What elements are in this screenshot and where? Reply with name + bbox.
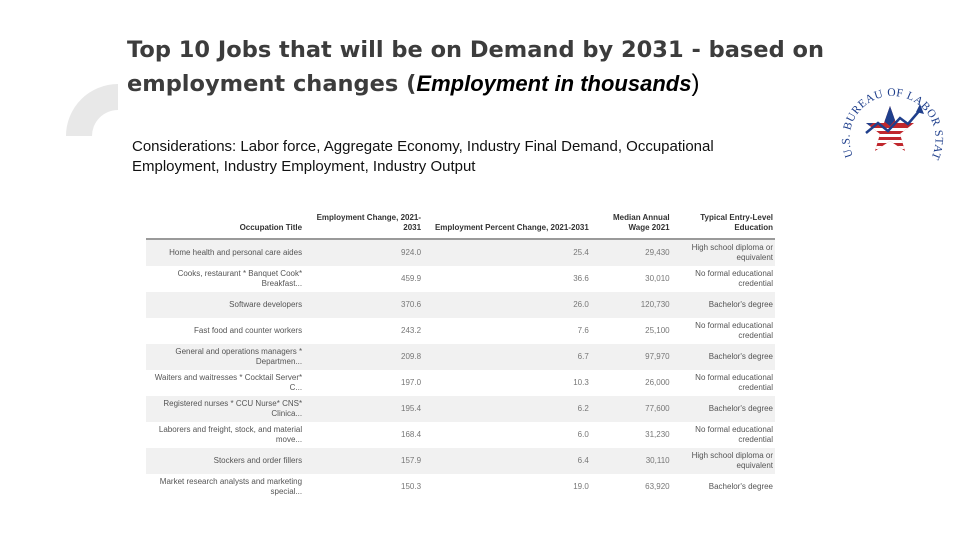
cell-median-wage: 29,430: [590, 239, 672, 266]
cell-median-wage: 77,600: [590, 396, 672, 422]
cell-occupation: Stockers and order fillers: [146, 448, 305, 474]
cell-percent-change: 6.2: [423, 396, 591, 422]
header-employment-change: Employment Change, 2021-2031: [304, 206, 424, 240]
cell-percent-change: 26.0: [423, 292, 591, 318]
table-row: Software developers 370.6 26.0 120,730 Bache…: [146, 292, 775, 318]
cell-employment-change: 195.4: [304, 396, 424, 422]
cell-occupation: Waiters and waitresses * Cocktail Server…: [154, 373, 303, 392]
cell-employment-change: 209.8: [304, 344, 424, 370]
cell-percent-change: 10.3: [573, 378, 589, 387]
table-row: Market research analysts and marketing s…: [146, 474, 775, 500]
cell-employment-change: 197.0: [401, 378, 422, 387]
table-row: Home health and personal care aides 924.0…: [146, 239, 775, 266]
table-row: General and operations managers * Depart…: [146, 344, 775, 370]
table-body: Home health and personal care aides 924.0…: [146, 239, 775, 500]
cell-median-wage: 26,000: [645, 378, 670, 387]
cell-median-wage: 63,920: [645, 482, 670, 491]
cell-median-wage: 30,010: [645, 274, 670, 283]
jobs-table: Occupation Title Employment Change, 2021…: [146, 206, 775, 500]
cell-median-wage: 30,110: [590, 448, 672, 474]
table-row: Registered nurses * CCU Nurse* CNS* Clin…: [146, 396, 775, 422]
table-row: Fast food and counter workers 243.2 7.6 25,…: [146, 318, 775, 344]
cell-employment-change: 370.6: [304, 292, 424, 318]
trend-line-icon: [865, 109, 921, 134]
cell-percent-change: 6.0: [577, 430, 589, 439]
table-row: Cooks, restaurant * Banquet Cook* Breakf…: [146, 266, 775, 292]
cell-education: No formal educational credential: [695, 373, 773, 392]
header-employment-percent-change: Employment Percent Change, 2021-2031: [423, 206, 591, 240]
table-row: Laborers and freight, stock, and materia…: [146, 422, 775, 448]
header-occupation-title: Occupation Title: [146, 206, 305, 240]
cell-occupation: Market research analysts and marketing s…: [159, 477, 303, 496]
cell-percent-change: 6.4: [423, 448, 591, 474]
cell-percent-change: 7.6: [577, 326, 589, 335]
cell-education: Bachelor's degree: [671, 344, 775, 370]
cell-median-wage: 25,100: [645, 326, 670, 335]
cell-median-wage: 120,730: [590, 292, 672, 318]
page-title: Top 10 Jobs that will be on Demand by 20…: [127, 34, 827, 101]
cell-percent-change: 6.7: [423, 344, 591, 370]
cell-education: No formal educational credential: [695, 269, 773, 288]
cell-median-wage: 97,970: [590, 344, 672, 370]
cell-education: No formal educational credential: [695, 425, 773, 444]
decorative-ring-shape: [66, 84, 118, 136]
cell-median-wage: 31,230: [645, 430, 670, 439]
cell-employment-change: 150.3: [401, 482, 422, 491]
cell-education: Bachelor's degree: [671, 396, 775, 422]
cell-employment-change: 243.2: [401, 326, 422, 335]
cell-employment-change: 157.9: [304, 448, 424, 474]
cell-occupation: Laborers and freight, stock, and materia…: [158, 425, 303, 444]
cell-percent-change: 36.6: [573, 274, 589, 283]
header-entry-level-education: Typical Entry-Level Education: [671, 206, 775, 240]
considerations-text: Considerations: Labor force, Aggregate E…: [132, 138, 714, 175]
cell-occupation: Software developers: [146, 292, 305, 318]
header-median-annual-wage: Median Annual Wage 2021: [590, 206, 672, 240]
title-main: Top 10 Jobs that will be on Demand by 20…: [127, 37, 824, 97]
table-row: Waiters and waitresses * Cocktail Server…: [146, 370, 775, 396]
cell-education: Bachelor's degree: [708, 482, 773, 491]
cell-occupation: Registered nurses * CCU Nurse* CNS* Clin…: [146, 396, 305, 422]
cell-employment-change: 459.9: [401, 274, 422, 283]
cell-education: Bachelor's degree: [671, 292, 775, 318]
cell-employment-change: 924.0: [304, 239, 424, 266]
table-row: Stockers and order fillers 157.9 6.4 30,110…: [146, 448, 775, 474]
cell-occupation: General and operations managers * Depart…: [146, 344, 305, 370]
cell-occupation: Fast food and counter workers: [194, 326, 303, 335]
table-header-row: Occupation Title Employment Change, 2021…: [146, 206, 775, 240]
cell-occupation: Cooks, restaurant * Banquet Cook* Breakf…: [177, 269, 303, 288]
bls-logo: U.S. BUREAU OF LABOR STATISTICS: [836, 76, 944, 162]
cell-education: No formal educational credential: [695, 321, 773, 340]
title-close: ): [691, 70, 700, 97]
title-italic: Employment in thousands: [416, 71, 692, 96]
cell-occupation: Home health and personal care aides: [146, 239, 305, 266]
cell-education: High school diploma or equivalent: [671, 239, 775, 266]
cell-employment-change: 168.4: [401, 430, 422, 439]
cell-education: High school diploma or equivalent: [671, 448, 775, 474]
cell-percent-change: 19.0: [573, 482, 589, 491]
cell-percent-change: 25.4: [423, 239, 591, 266]
